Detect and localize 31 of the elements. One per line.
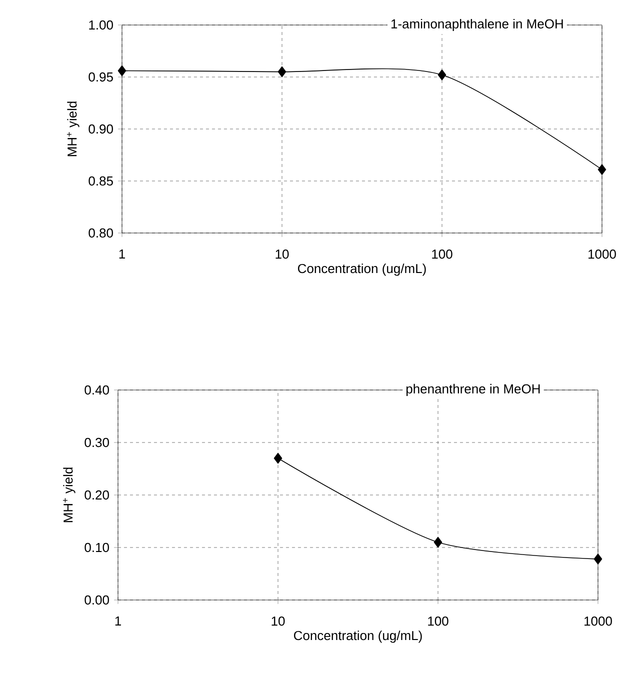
chart-title: 1-aminonaphthalene in MeOH	[391, 18, 563, 32]
point	[598, 164, 606, 175]
point	[438, 70, 446, 80]
point	[118, 65, 126, 76]
x-tick-label: 10	[272, 616, 285, 626]
y-tick-label: 0.95	[88, 72, 113, 82]
point	[278, 66, 286, 78]
y-tick-label: 0.30	[84, 438, 109, 448]
y-tick-label: 0.40	[84, 385, 109, 395]
x-tick-label: 100	[428, 616, 448, 626]
x-axis-title: Concentration (ug/mL)	[294, 630, 422, 643]
y-tick-label: 0.00	[84, 595, 109, 605]
point	[594, 554, 602, 564]
point	[274, 452, 282, 464]
y-tick-label: 1.00	[89, 20, 113, 30]
y-tick-label: 0.80	[88, 228, 113, 238]
x-tick-label: 1	[119, 250, 125, 258]
x-tick-label: 100	[432, 250, 452, 259]
point	[434, 536, 442, 548]
x-axis-title: Concentration (ug/mL)	[298, 264, 426, 276]
y-tick-label: 0.10	[84, 542, 109, 552]
x-tick-label: 10	[276, 250, 289, 259]
x-tick-label: 1000	[584, 616, 612, 626]
chart-title: phenanthrene in MeOH	[406, 384, 540, 396]
y-tick-label: 0.90	[88, 124, 113, 134]
x-tick-label: 1	[115, 616, 121, 626]
y-axis-title: MH$^{+}$ yield	[62, 468, 76, 522]
y-axis-title: MH$^{+}$ yield	[66, 102, 80, 156]
y-tick-label: 0.85	[88, 176, 113, 186]
x-tick-label: 1000	[588, 250, 616, 259]
y-tick-label: 0.20	[84, 490, 109, 500]
